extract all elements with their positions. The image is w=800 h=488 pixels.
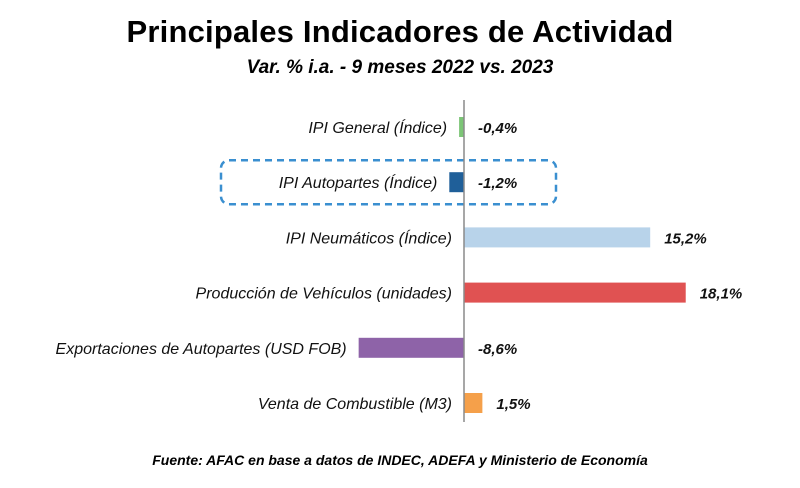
value-label: -0,4% [478, 120, 517, 137]
value-label: -8,6% [478, 341, 517, 358]
bar [464, 282, 686, 303]
chart-title: Principales Indicadores de Actividad [126, 14, 674, 49]
category-label: Venta de Combustible (M3) [258, 396, 452, 413]
bar [459, 117, 464, 137]
category-label: IPI Autopartes (Índice) [279, 173, 438, 192]
value-label: 15,2% [664, 230, 707, 247]
category-label: Producción de Vehículos (unidades) [196, 286, 452, 303]
bar [449, 172, 464, 193]
source-note: Fuente: AFAC en base a datos de INDEC, A… [152, 452, 648, 468]
highlight-box [219, 158, 558, 206]
value-label: 18,1% [700, 286, 743, 303]
value-label: 1,5% [496, 396, 530, 413]
chart-subtitle: Var. % i.a. - 9 meses 2022 vs. 2023 [246, 57, 554, 78]
category-label: IPI General (Índice) [308, 118, 447, 137]
category-label: Exportaciones de Autopartes (USD FOB) [56, 341, 347, 358]
bar [464, 393, 483, 413]
bar [464, 227, 651, 248]
category-label: IPI Neumáticos (Índice) [286, 228, 452, 247]
value-label: -1,2% [478, 175, 517, 192]
bar [358, 337, 464, 358]
